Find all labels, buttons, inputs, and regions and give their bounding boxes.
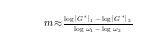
Text: $m \approx \frac{\log\left|G^*\right|_1 - \log\left|G^*\right|_2}{\log\,\omega_1: $m \approx \frac{\log\left|G^*\right|_1 …: [44, 13, 133, 35]
